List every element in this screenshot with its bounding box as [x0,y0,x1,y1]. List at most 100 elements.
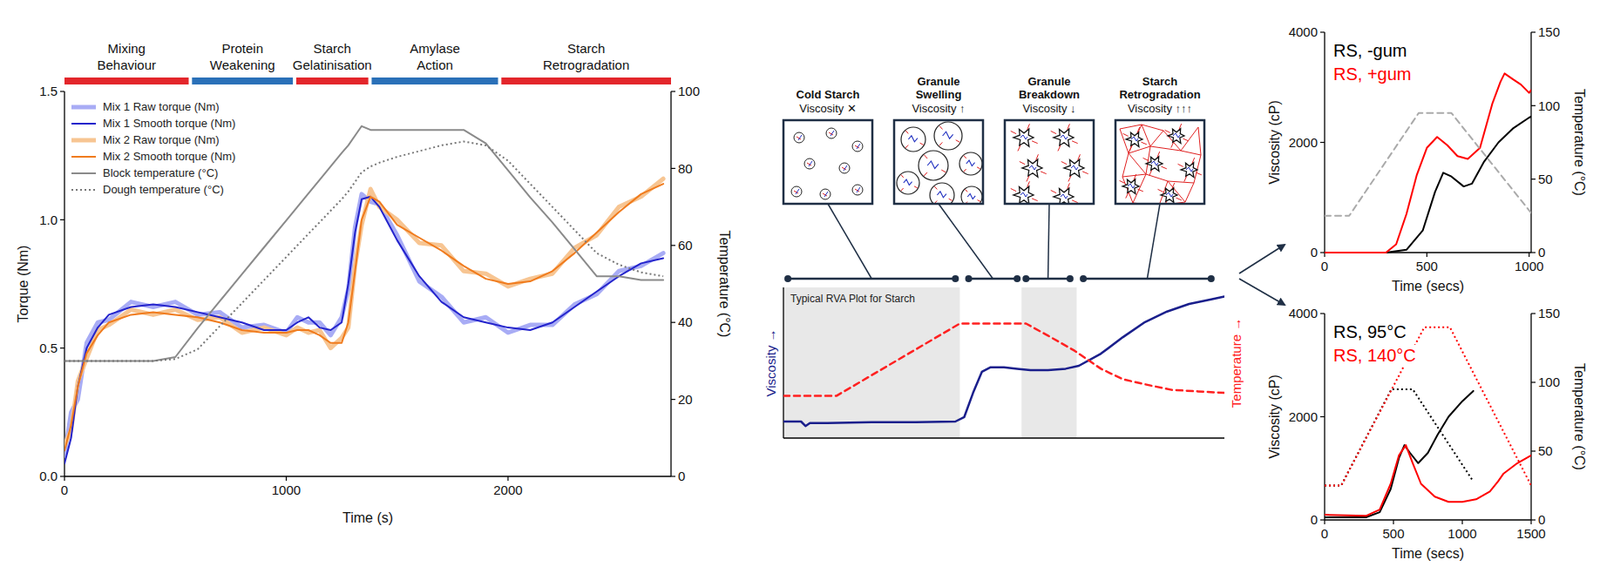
arrow [1239,244,1285,274]
y2-axis [1530,313,1532,521]
amylose [963,155,967,159]
legend-label: RS, 140°C [1333,345,1417,366]
figure: 0100020000.00.51.01.5020406080100Time (s… [0,0,1600,587]
amylopectin [1131,136,1139,142]
amylose [914,186,918,189]
y2-axis [670,91,672,477]
granule [820,189,831,200]
text-line: Protein [221,40,264,56]
amylopectin [798,135,802,141]
amylopectin [1071,165,1078,170]
series-line [64,183,664,451]
amylose-strand [1158,189,1164,192]
legend-label: Block temperature (°C) [102,166,218,180]
amylose-strand [1182,138,1188,142]
retrograded-network [1180,150,1201,156]
amylose-strand [1077,154,1081,161]
granule [896,171,920,195]
text-line: Behaviour [96,57,156,73]
y2-tick-label: 150 [1538,305,1560,321]
chart: Viscosity →Temperature → [763,287,1244,439]
y2-tick [1531,251,1536,253]
y-tick-label: 1.0 [39,212,58,228]
amylose-strand [1067,183,1071,190]
y-tick [1320,31,1325,33]
y2-tick [671,322,676,324]
series-group [1324,327,1532,518]
text-line: Starch [313,40,352,56]
stage-title: GranuleSwelling [915,74,963,102]
x-tick-label: 0 [1321,258,1329,274]
y-axis-title: Viscosity (cP) [1267,374,1282,460]
panel-illustration [1119,123,1202,204]
amylopectin [1020,135,1028,140]
y-axis [63,91,65,477]
amylose-strand [1171,142,1174,148]
granule-fragment [1160,188,1178,204]
y2-axis-title: Temperature → [1228,318,1244,408]
series-line [1324,389,1474,487]
legend-swatch [71,155,96,158]
y-tick-label: 0.0 [39,468,58,484]
granule [791,186,802,197]
text-line: Granule [916,74,960,89]
amylose-strand [1129,145,1133,151]
amylose-strand [1031,198,1038,202]
amylopectin [966,160,976,167]
y2-tick [1531,178,1536,180]
chart: 05001000020004000050100150Time (secs)Vis… [1267,24,1587,294]
text-line: Gelatinisation [292,57,373,73]
series-line [783,296,1225,427]
amylose-strand [1137,189,1143,192]
y2-tick-label: 50 [1538,171,1553,187]
granule-fragment [1013,128,1034,147]
shaded-region [783,287,960,439]
phase-bar [191,77,293,85]
amylose-strand [1143,157,1149,161]
y-axis-title: Torque (Nm) [15,245,31,324]
legend-swatch [71,105,96,110]
amylose-strand [1057,145,1061,151]
legend-label: Mix 2 Raw torque (Nm) [102,133,220,147]
y2-tick-label: 20 [677,392,693,407]
connector [1146,203,1160,279]
amylose-strand [1140,142,1146,145]
retrograded-network [1150,146,1181,151]
y2-tick [1531,31,1536,33]
granule [804,158,815,170]
phase-label: ProteinWeakening [210,40,276,73]
text-line: Action [416,57,454,73]
shaded-region [1021,287,1077,439]
amylose [923,172,928,177]
legend-patch [1331,345,1418,367]
legend-swatch [71,172,96,175]
panel-bg [1004,120,1094,204]
x-axis [64,475,672,477]
stage-title: Cold Starch [796,88,861,102]
y-tick-label: 4000 [1288,24,1318,40]
amylopectin [936,191,947,198]
amylose [905,144,909,148]
legend-patch [1331,321,1409,343]
granule [901,127,926,152]
y2-tick [1531,381,1536,383]
y-tick-label: 0 [1310,244,1318,260]
retrograded-network [1122,174,1146,177]
phase-bar [64,77,190,85]
amylose-strand [1071,200,1078,204]
amylose-strand [1119,180,1126,184]
y2-tick-label: 0 [1538,244,1546,260]
y-tick [1320,416,1325,418]
y-axis-title: Viscosity (cP) [1267,100,1282,185]
phase-label: MixingBehaviour [96,40,156,73]
amylopectin [808,161,813,167]
granule-fragment [1145,156,1163,172]
series-line [1324,445,1532,516]
amylose-strand [1010,188,1017,191]
x-tick-label: 0 [61,482,68,498]
amylose [934,186,937,190]
amylose-strand [1019,161,1025,164]
y2-axis [1530,32,1532,253]
panel-frame [1115,120,1205,204]
amylose-strand [1172,183,1175,189]
